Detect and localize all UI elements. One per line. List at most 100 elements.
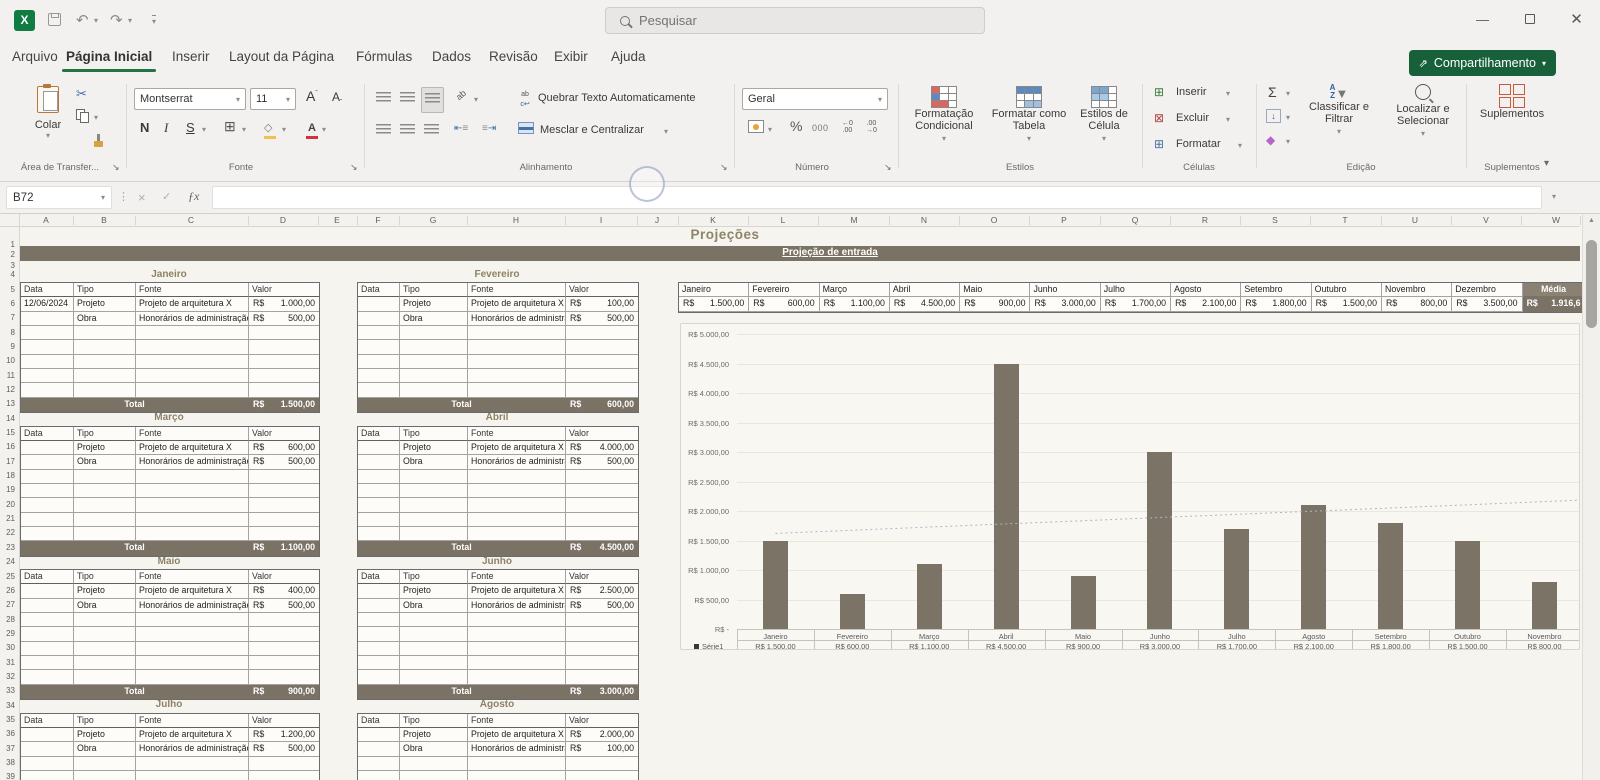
undo-chevron-icon[interactable]: ▾ xyxy=(94,16,98,25)
cell-empty[interactable] xyxy=(468,383,566,397)
summary-month-value[interactable]: R$4.500,00 xyxy=(890,297,960,311)
cell-styles-button[interactable]: Estilos de Célula▾ xyxy=(1068,84,1140,144)
cell-empty[interactable] xyxy=(566,355,638,369)
excel-logo-icon[interactable]: X xyxy=(14,10,35,31)
cell-empty[interactable] xyxy=(400,627,468,641)
formula-input[interactable] xyxy=(212,186,1542,209)
cell-empty[interactable] xyxy=(400,498,468,512)
tab-exibir[interactable]: Exibir xyxy=(552,49,590,64)
insert-function-icon[interactable]: ƒx xyxy=(188,189,199,204)
cell-empty[interactable] xyxy=(358,627,400,641)
cell-empty[interactable] xyxy=(468,484,566,498)
redo-chevron-icon[interactable]: ▾ xyxy=(128,16,132,25)
cell-empty[interactable] xyxy=(249,383,319,397)
paste-button[interactable]: Colar ▾ xyxy=(26,84,70,140)
cell-empty[interactable] xyxy=(468,642,566,656)
cell-data[interactable] xyxy=(358,312,400,326)
cell-empty[interactable] xyxy=(400,383,468,397)
table-column-header[interactable]: Valor xyxy=(249,570,319,584)
cell-empty[interactable] xyxy=(249,642,319,656)
total-value-cell[interactable]: R$1.100,00 xyxy=(249,541,319,555)
total-label-cell[interactable]: Total xyxy=(358,541,566,555)
format-cells-icon[interactable]: ⊞ xyxy=(1154,137,1164,151)
scroll-up-icon[interactable]: ▲ xyxy=(1588,217,1595,224)
number-dialog-launcher-icon[interactable]: ↘ xyxy=(884,162,892,173)
summary-month-header[interactable]: Janeiro xyxy=(679,283,749,297)
summary-month-header[interactable]: Maio xyxy=(960,283,1030,297)
cell-data[interactable] xyxy=(358,599,400,613)
cell-tipo[interactable]: Projeto xyxy=(74,584,136,598)
cell-data[interactable] xyxy=(358,742,400,756)
total-value-cell[interactable]: R$900,00 xyxy=(249,685,319,699)
cell-empty[interactable] xyxy=(566,484,638,498)
table-column-header[interactable]: Fonte xyxy=(468,427,566,441)
summary-month-value[interactable]: R$1.100,00 xyxy=(820,297,890,311)
tab-arquivo[interactable]: Arquivo xyxy=(10,49,60,64)
total-label-cell[interactable]: Total xyxy=(21,398,249,412)
cell-empty[interactable] xyxy=(74,355,136,369)
cell-empty[interactable] xyxy=(21,627,74,641)
cell-empty[interactable] xyxy=(249,527,319,541)
cancel-entry-icon[interactable]: × xyxy=(138,190,146,205)
tab-layout-da-página[interactable]: Layout da Página xyxy=(227,49,336,64)
total-label-cell[interactable]: Total xyxy=(358,398,566,412)
namebox-divider-icon[interactable]: ⋮ xyxy=(118,190,129,203)
cell-valor[interactable]: R$2.000,00 xyxy=(566,728,638,742)
cell-empty[interactable] xyxy=(21,470,74,484)
cell-empty[interactable] xyxy=(21,757,74,771)
cell-valor[interactable]: R$500,00 xyxy=(566,312,638,326)
summary-month-value[interactable]: R$600,00 xyxy=(749,297,819,311)
cell-fonte[interactable]: Honorários de administração xyxy=(468,455,566,469)
cell-valor[interactable]: R$1.200,00 xyxy=(249,728,319,742)
cell-data[interactable] xyxy=(21,455,74,469)
cell-empty[interactable] xyxy=(21,326,74,340)
cell-empty[interactable] xyxy=(21,527,74,541)
summary-month-header[interactable]: Julho xyxy=(1101,283,1171,297)
cell-valor[interactable]: R$4.000,00 xyxy=(566,441,638,455)
cell-empty[interactable] xyxy=(74,757,136,771)
delete-chevron-icon[interactable]: ▾ xyxy=(1226,115,1230,124)
table-column-header[interactable]: Fonte xyxy=(468,570,566,584)
table-column-header[interactable]: Data xyxy=(358,714,400,728)
cell-empty[interactable] xyxy=(21,355,74,369)
insert-chevron-icon[interactable]: ▾ xyxy=(1226,89,1230,98)
table-column-header[interactable]: Fonte xyxy=(468,283,566,297)
cell-empty[interactable] xyxy=(566,771,638,780)
cell-tipo[interactable]: Obra xyxy=(400,599,468,613)
cell-empty[interactable] xyxy=(468,513,566,527)
borders-icon[interactable]: ⊞ xyxy=(224,118,236,135)
cell-empty[interactable] xyxy=(249,757,319,771)
cell-empty[interactable] xyxy=(400,670,468,684)
format-cells-label[interactable]: Formatar xyxy=(1176,138,1221,150)
cell-empty[interactable] xyxy=(566,613,638,627)
cell-empty[interactable] xyxy=(358,670,400,684)
cell-data[interactable] xyxy=(358,728,400,742)
cell-empty[interactable] xyxy=(400,513,468,527)
cell-empty[interactable] xyxy=(74,627,136,641)
cell-fonte[interactable]: Honorários de administração xyxy=(136,742,249,756)
cell-empty[interactable] xyxy=(249,484,319,498)
cell-empty[interactable] xyxy=(358,340,400,354)
format-painter-icon[interactable] xyxy=(94,134,103,147)
cell-empty[interactable] xyxy=(249,627,319,641)
summary-media-header[interactable]: Média xyxy=(1523,283,1585,297)
cell-data[interactable]: 12/06/2024 xyxy=(21,297,74,311)
cell-empty[interactable] xyxy=(566,513,638,527)
cell-empty[interactable] xyxy=(21,513,74,527)
cell-fonte[interactable]: Honorários de administração xyxy=(468,599,566,613)
cell-empty[interactable] xyxy=(566,670,638,684)
formula-bar-expand-icon[interactable]: ▾ xyxy=(1552,192,1556,201)
table-column-header[interactable]: Data xyxy=(21,427,74,441)
collapse-ribbon-icon[interactable]: ▾ xyxy=(1544,158,1549,169)
font-color-icon[interactable]: A xyxy=(306,118,318,139)
cell-tipo[interactable]: Projeto xyxy=(400,584,468,598)
cell-empty[interactable] xyxy=(249,369,319,383)
cell-data[interactable] xyxy=(358,441,400,455)
scrollbar-thumb[interactable] xyxy=(1586,240,1597,328)
customize-toolbar-icon[interactable]: ▾ xyxy=(152,15,156,26)
cell-empty[interactable] xyxy=(400,757,468,771)
cell-empty[interactable] xyxy=(358,527,400,541)
autosum-icon[interactable]: Σ xyxy=(1268,84,1277,100)
cell-empty[interactable] xyxy=(468,498,566,512)
merge-center-icon[interactable] xyxy=(518,122,534,134)
